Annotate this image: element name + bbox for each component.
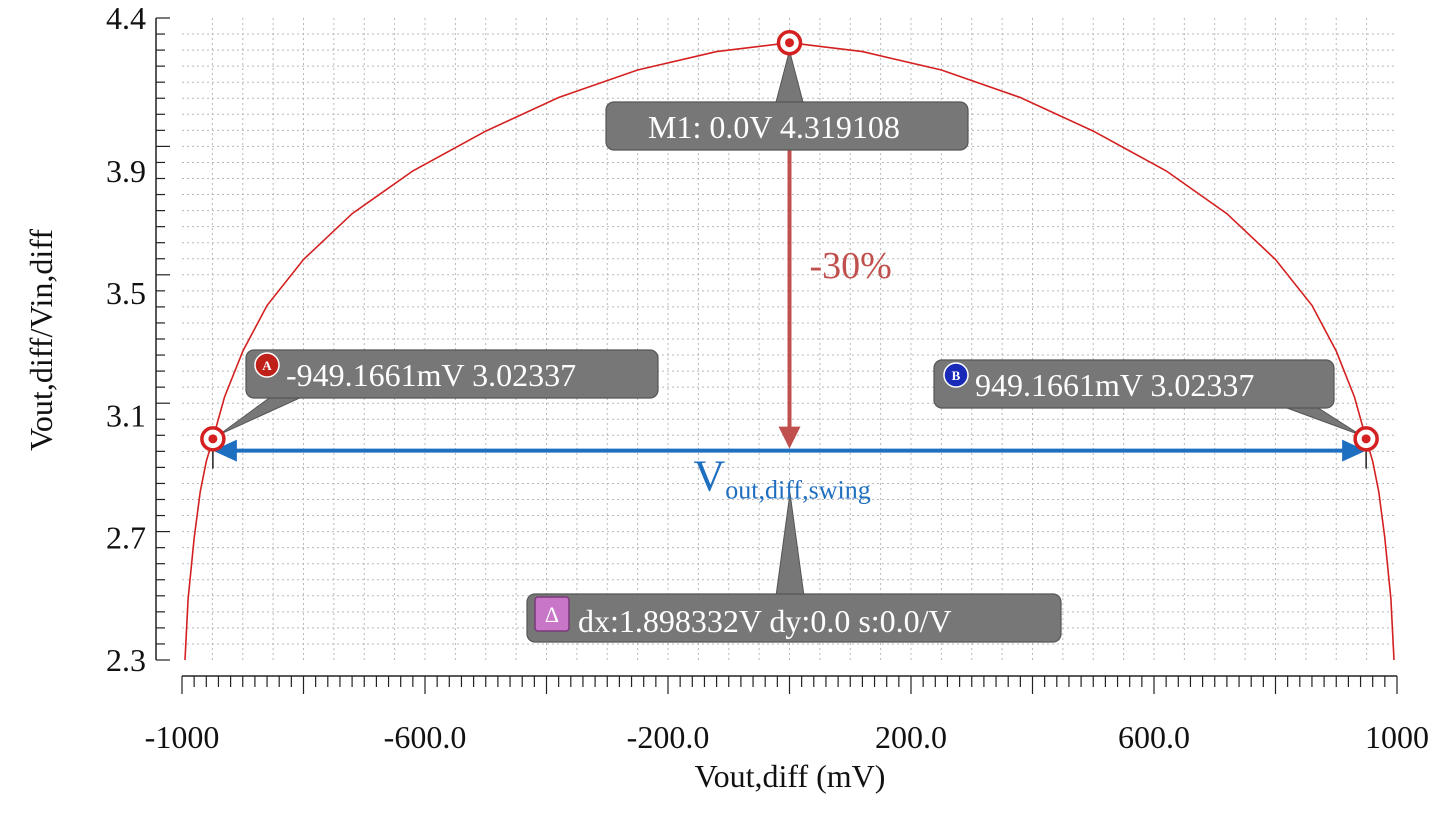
y-tick-label: 2.7 [106, 520, 146, 556]
marker-a-badge [254, 352, 280, 378]
drop-percent-label: -30% [810, 245, 892, 287]
marker-a-label: -949.1661mV 3.02337 [286, 357, 576, 393]
marker-m1-callout: M1: 0.0V 4.319108 [605, 48, 969, 151]
callout-box [245, 349, 659, 399]
labels: Vout,diff (mV) Vout,diff/Vin,diff 2.3 2.7… [23, 0, 1429, 794]
marker-a-badge-glyph: A [262, 358, 272, 373]
x-tick-label: -600.0 [384, 719, 467, 755]
x-axis-title: Vout,diff (mV) [695, 758, 886, 794]
x-tick-label: 200.0 [875, 719, 947, 755]
callout-box [605, 101, 969, 151]
marker-a-callout: A -949.1661mV 3.02337 [218, 349, 659, 436]
callout-tail [218, 395, 305, 436]
x-tick-label: 600.0 [1118, 719, 1190, 755]
swing-label: Vout,diff,swing [694, 452, 871, 505]
axes [155, 17, 1398, 694]
marker-b-badge [943, 362, 969, 388]
delta-label: dx:1.898332V dy:0.0 s:0.0/V [578, 603, 952, 639]
marker-m1-label: M1: 0.0V 4.319108 [648, 109, 900, 145]
y-tick-label: 2.3 [106, 642, 146, 678]
y-tick-label: 3.1 [106, 397, 146, 433]
y-tick-label: 3.5 [106, 275, 146, 311]
callout-tail [775, 492, 805, 597]
marker-b-label: 949.1661mV 3.02337 [975, 367, 1254, 403]
callout-box [933, 359, 1335, 409]
y-tick-label: 3.9 [106, 153, 146, 189]
callout-box [526, 593, 1062, 643]
x-tick-label: -200.0 [627, 719, 710, 755]
drop-arrow-head [778, 426, 801, 449]
x-tick-label: 1000 [1365, 719, 1429, 755]
grid [182, 18, 1397, 660]
swing-label-main: V [694, 452, 726, 501]
swing-label-subscript: out,diff,swing [725, 476, 870, 505]
marker-a-dot [208, 434, 218, 444]
callout-tail [774, 48, 805, 105]
delta-badge-glyph: Δ [545, 602, 559, 627]
y-axis-title: Vout,diff/Vin,diff [23, 229, 59, 451]
marker-callouts: M1: 0.0V 4.319108 A -949.1661mV 3.02337 B 94… [200, 29, 1379, 643]
delta-badge [534, 596, 570, 632]
x-tick-label: -1000 [145, 719, 220, 755]
marker-b-callout: B 949.1661mV 3.02337 [933, 359, 1361, 436]
y-tick-label: 4.4 [106, 0, 146, 36]
swing-arrow-head-left [212, 439, 237, 462]
swing-arrow-head-right [1342, 439, 1367, 462]
marker-b-dot [1361, 434, 1371, 444]
marker-b-badge-glyph: B [952, 368, 961, 383]
marker-m1-dot [785, 38, 794, 48]
